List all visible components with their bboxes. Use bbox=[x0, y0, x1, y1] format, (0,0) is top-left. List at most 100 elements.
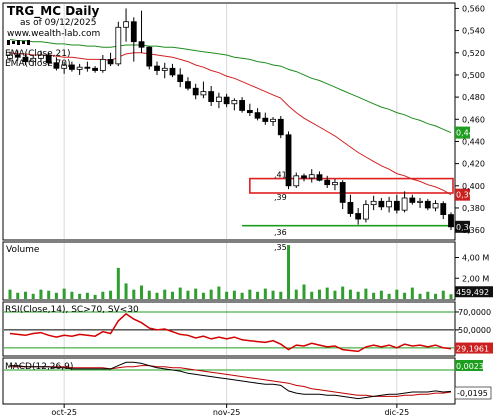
rsi-tick-label: 70,0000 bbox=[458, 308, 491, 317]
candle bbox=[270, 117, 276, 126]
volume-bar bbox=[178, 287, 182, 299]
volume-bar bbox=[403, 292, 407, 299]
candle-body bbox=[68, 64, 75, 70]
candle-body bbox=[84, 66, 91, 69]
candle bbox=[355, 207, 362, 225]
volume-panel bbox=[2, 241, 456, 301]
price-annotation: ,36 bbox=[274, 228, 287, 237]
volume-bar bbox=[194, 288, 198, 299]
volume-bar bbox=[85, 292, 89, 299]
candle-body bbox=[185, 81, 191, 89]
volume-bar bbox=[379, 290, 383, 299]
candle bbox=[38, 50, 44, 62]
candle bbox=[362, 200, 369, 223]
candle-body bbox=[324, 179, 331, 186]
candle bbox=[316, 171, 323, 182]
candle-body bbox=[339, 182, 346, 203]
volume-badge: 459,492 bbox=[455, 286, 493, 298]
candle bbox=[107, 52, 114, 67]
candle-body bbox=[254, 112, 261, 119]
candle-body bbox=[440, 203, 447, 216]
candle-body bbox=[154, 65, 160, 71]
x-axis-label: nov-25 bbox=[213, 408, 241, 417]
macd-bottom-badge-text: -0,0195 bbox=[457, 389, 488, 398]
volume-bar bbox=[232, 290, 236, 299]
candle bbox=[177, 68, 184, 88]
volume-bar bbox=[116, 267, 120, 299]
candle bbox=[154, 61, 160, 75]
volume-bar bbox=[263, 288, 267, 299]
candle bbox=[208, 86, 215, 106]
volume-bar bbox=[47, 290, 51, 299]
candle-body bbox=[277, 118, 284, 136]
candle bbox=[161, 62, 168, 79]
candle bbox=[432, 200, 439, 212]
ema21-line bbox=[9, 52, 452, 196]
volume-bar bbox=[132, 289, 136, 299]
macd-bottom-badge: -0,0195 bbox=[454, 386, 492, 400]
volume-bar bbox=[449, 294, 453, 299]
candle-body bbox=[347, 202, 354, 214]
price-panel bbox=[2, 2, 456, 241]
volume-bar bbox=[387, 293, 391, 299]
candle bbox=[347, 194, 354, 217]
volume-bar bbox=[201, 292, 205, 299]
chart-title: TRG_MC Daily bbox=[7, 4, 99, 19]
rsi-badge-bg bbox=[455, 342, 493, 354]
volume-bar bbox=[62, 288, 66, 299]
rsi-badge: 29,1961 bbox=[455, 342, 493, 354]
candle-body bbox=[53, 62, 60, 69]
candle bbox=[169, 63, 176, 78]
volume-bar bbox=[434, 293, 438, 299]
candle-body bbox=[448, 214, 454, 228]
macd-top-badge-text: 0,0023 bbox=[456, 362, 484, 371]
volume-bar bbox=[217, 286, 221, 299]
candle bbox=[339, 180, 346, 210]
candle bbox=[285, 131, 292, 190]
candle bbox=[185, 77, 191, 91]
x-axis-label: oct-25 bbox=[51, 408, 77, 417]
macd-line bbox=[10, 361, 452, 400]
candle bbox=[378, 197, 385, 211]
volume-bar bbox=[348, 289, 352, 299]
candle-body bbox=[231, 100, 238, 105]
candle bbox=[386, 196, 393, 213]
volume-bar bbox=[16, 292, 20, 299]
candle-body bbox=[393, 200, 400, 211]
candle-body bbox=[192, 87, 199, 96]
candle bbox=[61, 61, 68, 74]
volume-bar bbox=[23, 291, 27, 299]
volume-tick-label: 2,00 M bbox=[462, 274, 489, 283]
volume-bar bbox=[170, 291, 174, 299]
legend-ema70: EMA(Close,70) bbox=[5, 59, 70, 69]
volume-bar bbox=[39, 289, 43, 299]
volume-label: Volume bbox=[6, 245, 40, 255]
candle bbox=[99, 54, 106, 73]
candle bbox=[239, 97, 246, 113]
volume-bar bbox=[410, 287, 414, 299]
ema70-badge: 0,448 bbox=[455, 126, 479, 139]
price-annotation: ,41 bbox=[274, 171, 287, 180]
volume-bar bbox=[186, 290, 190, 299]
rsi-badge-text: 29,1961 bbox=[456, 345, 489, 354]
volume-bar bbox=[209, 289, 213, 299]
volume-bar bbox=[333, 290, 337, 299]
candle bbox=[262, 112, 269, 125]
candle bbox=[277, 115, 284, 139]
candle-body bbox=[130, 21, 137, 43]
candle bbox=[68, 61, 75, 72]
resistance-box bbox=[249, 177, 454, 194]
candle-body bbox=[177, 74, 184, 82]
candle-body bbox=[285, 134, 292, 187]
volume-bar bbox=[8, 289, 12, 299]
candle-body bbox=[123, 21, 129, 28]
candle bbox=[370, 195, 377, 211]
candle-body bbox=[223, 96, 230, 105]
candle-body bbox=[138, 41, 145, 48]
candle bbox=[115, 21, 122, 67]
candle bbox=[401, 191, 408, 213]
candle-body bbox=[107, 59, 114, 65]
macd-bottom-badge-bg bbox=[454, 386, 492, 400]
candle bbox=[332, 179, 338, 191]
